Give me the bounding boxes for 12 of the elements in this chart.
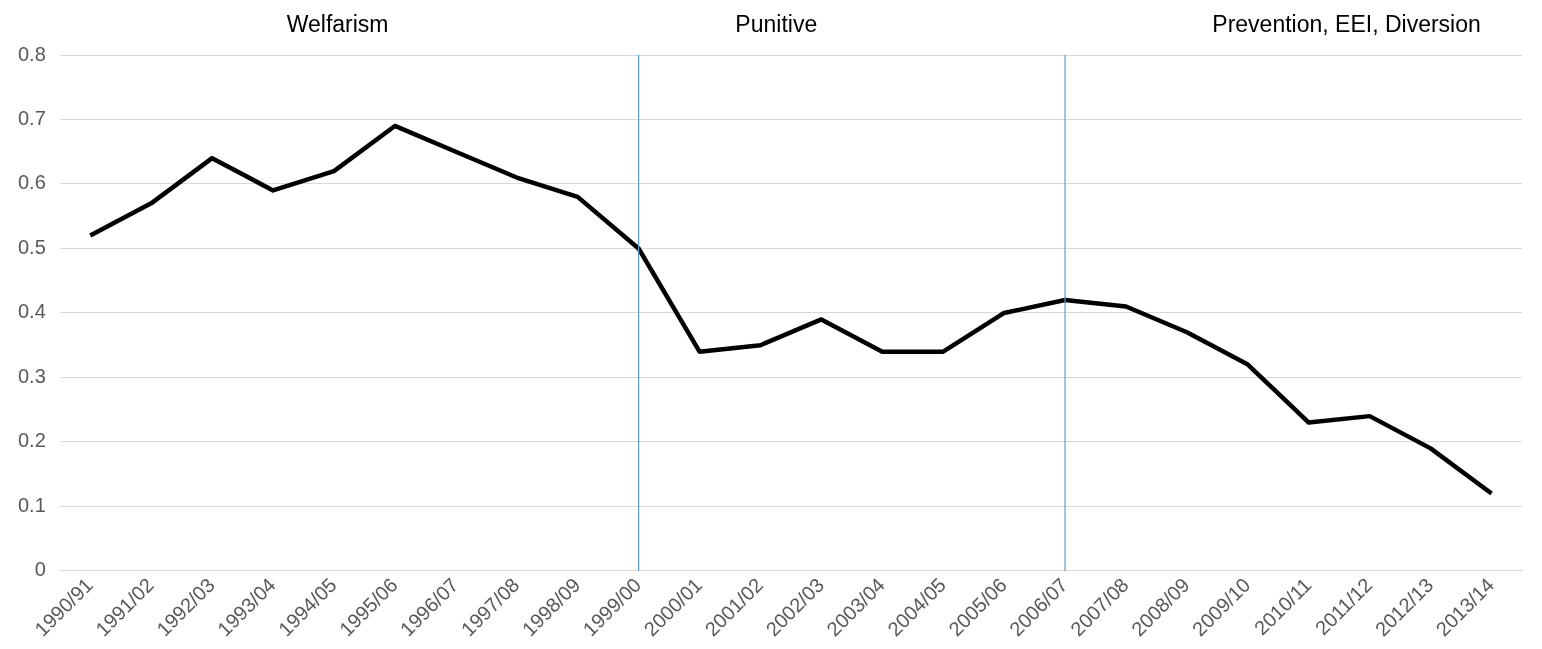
y-tick-label: 0.3: [17, 364, 46, 387]
y-tick-label: 0.1: [17, 493, 46, 516]
y-tick-label: 0.2: [17, 429, 46, 452]
text: Prevention, EEI, Diversion: [1212, 11, 1481, 38]
y-tick-label: 0.7: [17, 107, 46, 129]
y-tick-label: 0.4: [17, 300, 46, 323]
y-tick-label: 0.8: [17, 42, 46, 65]
y-tick-label: 0.6: [17, 171, 46, 194]
y-tick-label: 0: [34, 558, 46, 581]
text: Punitive: [735, 11, 818, 38]
y-tick-label: 0.5: [17, 235, 46, 258]
text: Welfarism: [286, 11, 389, 38]
